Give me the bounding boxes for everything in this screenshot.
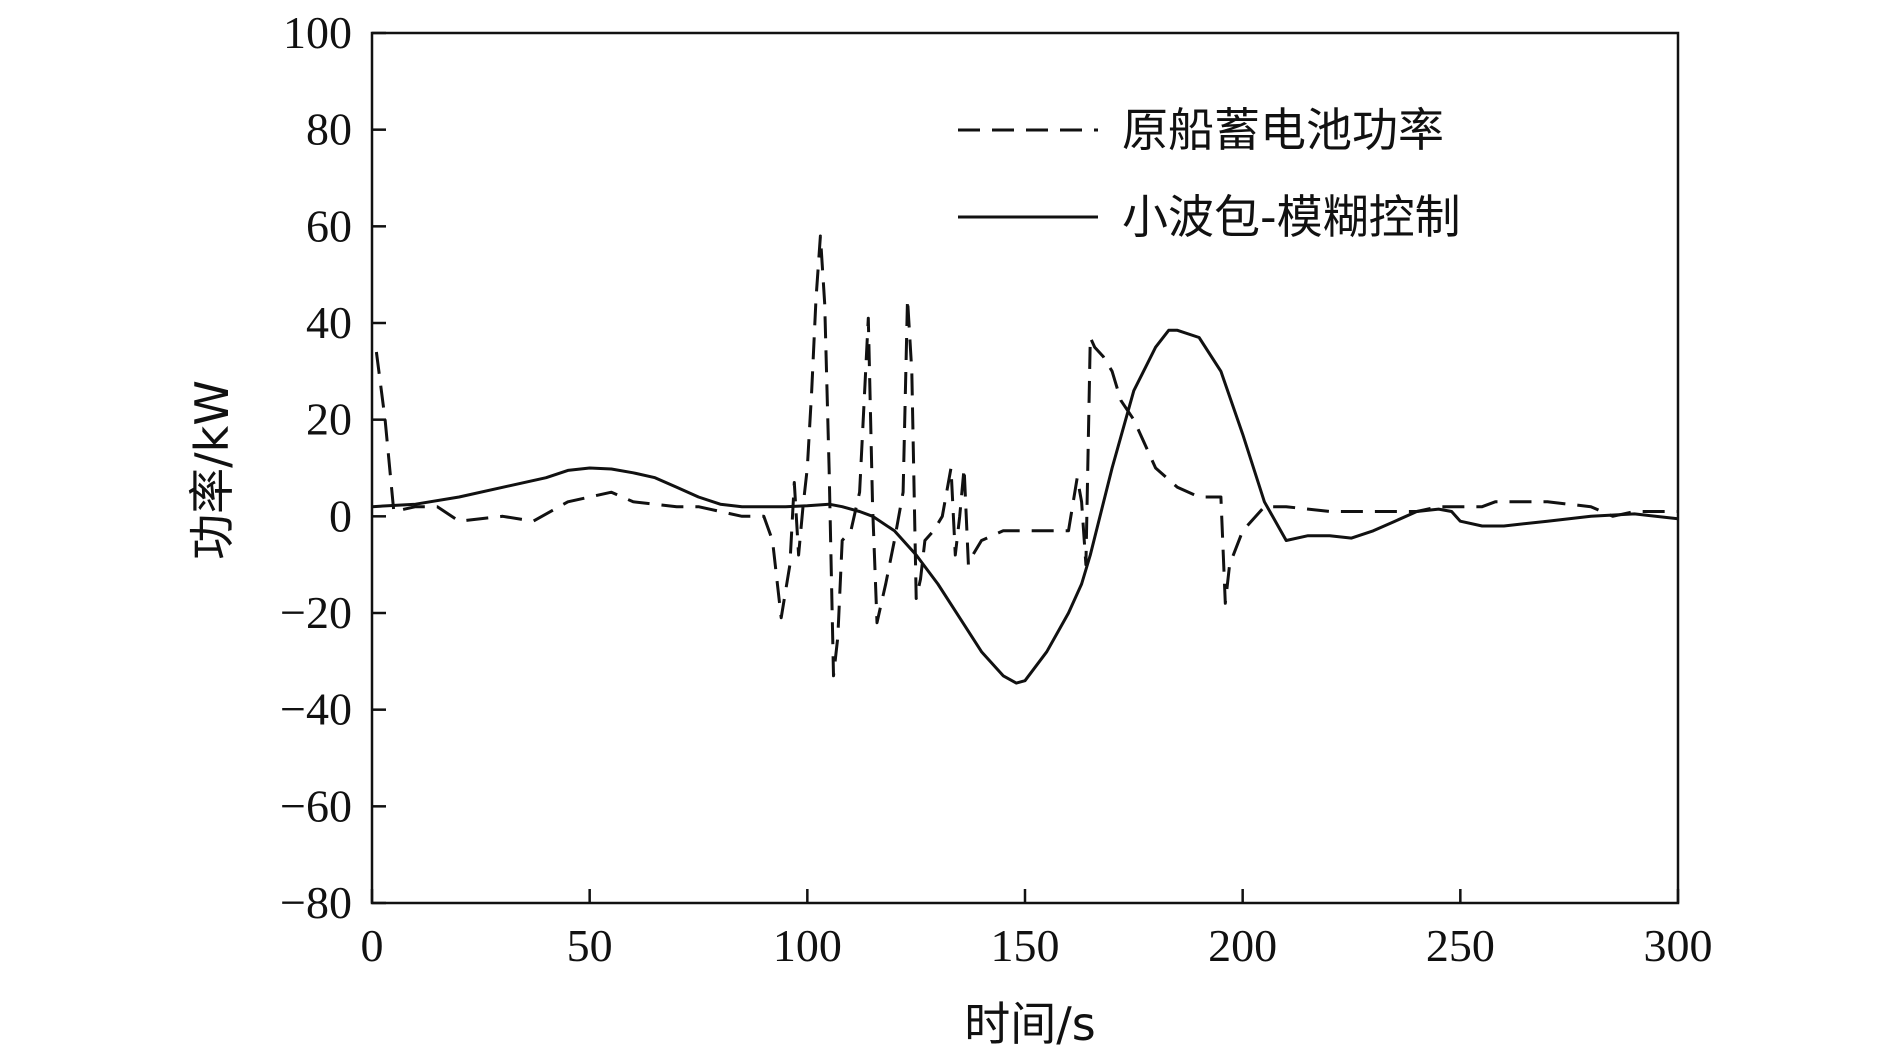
y-tick-label: 0 [329, 490, 352, 541]
y-ticks [372, 31, 386, 905]
x-tick-label: 150 [991, 920, 1060, 971]
series-line-wavelet-fuzzy [372, 328, 1678, 685]
y-tick-label: −20 [280, 587, 352, 638]
x-tick-labels: 0 50 100 150 200 250 300 [361, 920, 1713, 971]
y-tick-label: −40 [280, 684, 352, 735]
y-tick-label: 80 [306, 104, 352, 155]
y-tick-labels: −80 −60 −40 −20 0 20 40 60 80 100 [280, 7, 352, 928]
x-tick-label: 250 [1426, 920, 1495, 971]
y-tick-label: 40 [306, 297, 352, 348]
legend-label-wavelet-fuzzy: 小波包-模糊控制 [1122, 190, 1461, 244]
series-line-original-battery [374, 234, 1678, 678]
y-tick-label: 20 [306, 394, 352, 445]
y-tick-label: −80 [280, 877, 352, 928]
x-ticks [370, 889, 1680, 903]
y-tick-label: 100 [283, 7, 352, 58]
x-axis-title: 时间/s [964, 997, 1095, 1051]
x-tick-label: 50 [567, 920, 613, 971]
legend: 原船蓄电池功率 小波包-模糊控制 [958, 103, 1461, 244]
legend-label-original: 原船蓄电池功率 [1122, 103, 1444, 157]
y-tick-label: −60 [280, 780, 352, 831]
x-tick-label: 0 [361, 920, 384, 971]
series-lines [372, 234, 1678, 685]
x-tick-label: 100 [773, 920, 842, 971]
x-tick-label: 200 [1208, 920, 1277, 971]
plot-frame [370, 31, 1680, 905]
y-tick-label: 60 [306, 200, 352, 251]
x-tick-label: 300 [1644, 920, 1713, 971]
y-axis-title: 功率/kW [185, 380, 239, 560]
